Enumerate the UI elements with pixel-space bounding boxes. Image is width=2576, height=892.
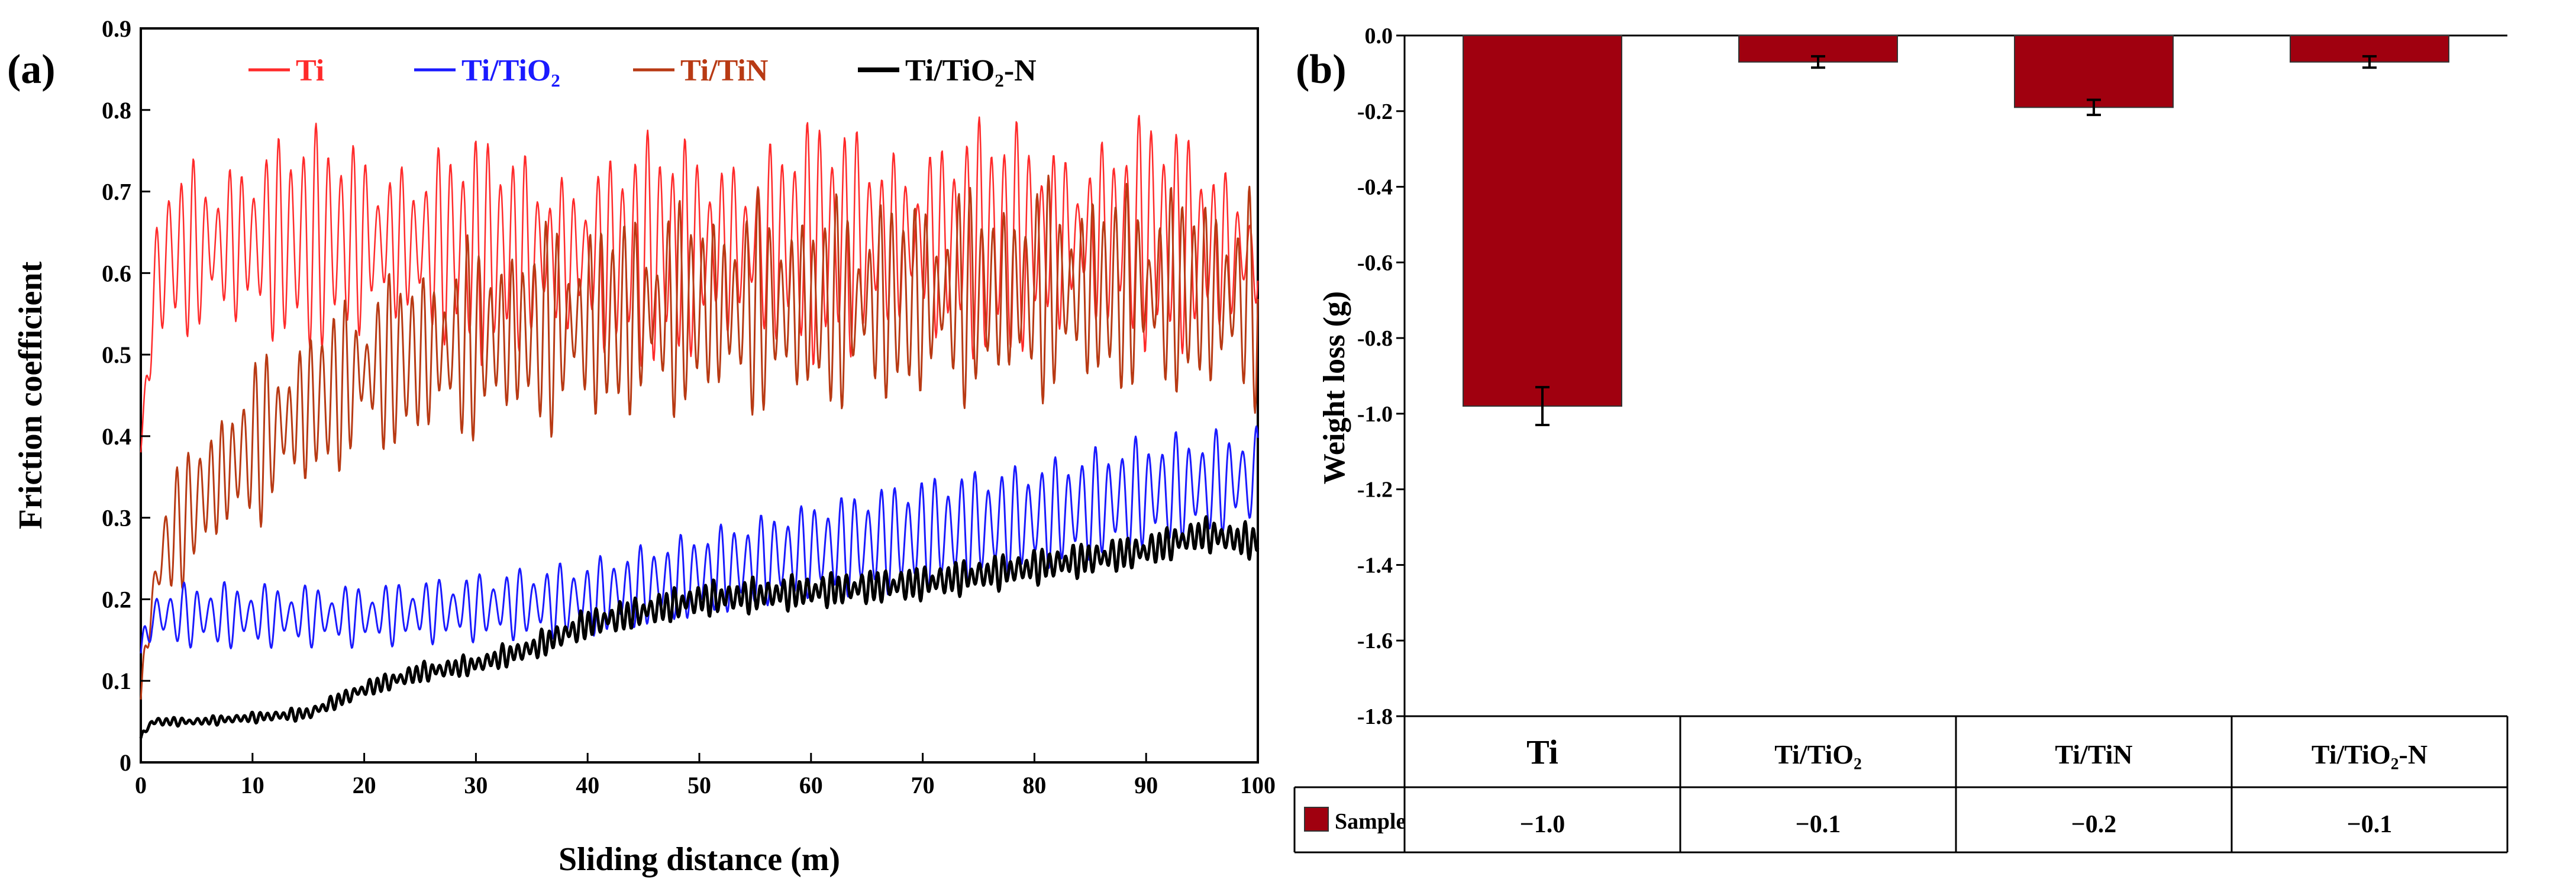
table-value: −0.2 [2071,811,2116,838]
bar [2014,35,2174,108]
series-group-a [139,115,1260,739]
category-label: Ti/TiO₂ [1774,739,1862,769]
x-tick-label-a: 70 [911,772,935,798]
panel-label-b: (b) [1296,47,1347,92]
legend-a: Ti Ti/TiO₂ Ti/TiN Ti/TiO₂-N [248,54,1037,88]
y-tick-label-a: 0.2 [102,586,131,613]
y-tick-label-a: 0.5 [102,342,131,368]
x-axis-title-a: Sliding distance (m) [559,841,840,878]
category-label: Ti/TiO₂-N [2312,739,2427,769]
table-value: −1.0 [1520,811,1565,838]
y-tick-label-a: 0.9 [102,15,131,42]
axes-a: 0 10 20 30 40 50 60 70 80 90 100 0 0.1 0.2 0.3 0.4 0.5 0.… [102,15,1276,798]
y-tick-label-b: -1.0 [1357,402,1393,427]
y-axis-title-b: Weight loss (g) [1318,291,1351,484]
x-tick-label-a: 50 [687,772,711,798]
table-row-label: Sample [1335,809,1406,834]
legend-label-ti-tin: Ti/TiN [680,54,768,88]
bars-b [1463,35,2449,427]
panel-label-a: (a) [7,47,56,92]
y-tick-label-b: -0.8 [1357,326,1393,351]
panel-a: 0 10 20 30 40 50 60 70 80 90 100 0 0.1 0.2 0.3 0.4 0.5 0.… [7,15,1276,878]
y-tick-label-b: -1.6 [1357,629,1393,653]
y-axis-title-a: Friction coefficient [12,261,49,529]
y-tick-label-b: -1.8 [1357,704,1393,729]
y-tick-label-b: -1.4 [1357,553,1393,578]
data-table-b: Ti −1.0 Ti/TiO₂ −0.1 Ti/TiN −0.2 Ti/TiO₂-N −0.1… [1293,715,2509,854]
y-tick-label-a: 0 [120,749,131,776]
series-line [139,515,1260,739]
x-tick-label-a: 60 [799,772,823,798]
y-tick-label-b: -0.6 [1357,250,1393,275]
category-label: Ti/TiN [2055,739,2132,769]
table-value: −0.1 [1796,811,1841,838]
legend-label-ti-tio2: Ti/TiO₂ [461,54,560,88]
x-tick-label-a: 100 [1240,772,1276,798]
y-tick-label-a: 0.8 [102,97,131,124]
y-tick-label-b: -0.4 [1357,175,1393,200]
x-tick-label-a: 30 [464,772,488,798]
y-tick-label-a: 0.7 [102,179,131,205]
series-line [140,175,1259,700]
table-value: −0.1 [2347,811,2392,838]
x-tick-label-a: 80 [1022,772,1046,798]
x-tick-label-a: 0 [135,772,147,798]
y-tick-label-a: 0.3 [102,505,131,532]
x-tick-label-a: 10 [241,772,264,798]
legend-label-ti: Ti [296,54,324,88]
y-tick-label-b: -0.2 [1357,99,1393,124]
y-tick-label-a: 0.6 [102,260,131,286]
panel-b: (b) Weight loss (g) 0.0 -0.2 -0.4 -0.6 -0.8 -… [1293,24,2509,854]
y-tick-label-a: 0.4 [102,423,131,450]
series-line [140,425,1259,654]
category-label: Ti [1526,733,1558,771]
table-legend-swatch [1304,807,1329,832]
series-line [140,115,1259,453]
legend-label-ti-tio2-n: Ti/TiO₂-N [905,54,1037,88]
y-tick-label-a: 0.1 [102,668,131,694]
x-tick-label-a: 20 [353,772,376,798]
y-tick-label-b: -1.2 [1357,478,1393,503]
y-tick-label-b: 0.0 [1365,24,1393,49]
x-tick-label-a: 90 [1134,772,1158,798]
bar [1463,35,1622,407]
x-tick-label-a: 40 [576,772,599,798]
